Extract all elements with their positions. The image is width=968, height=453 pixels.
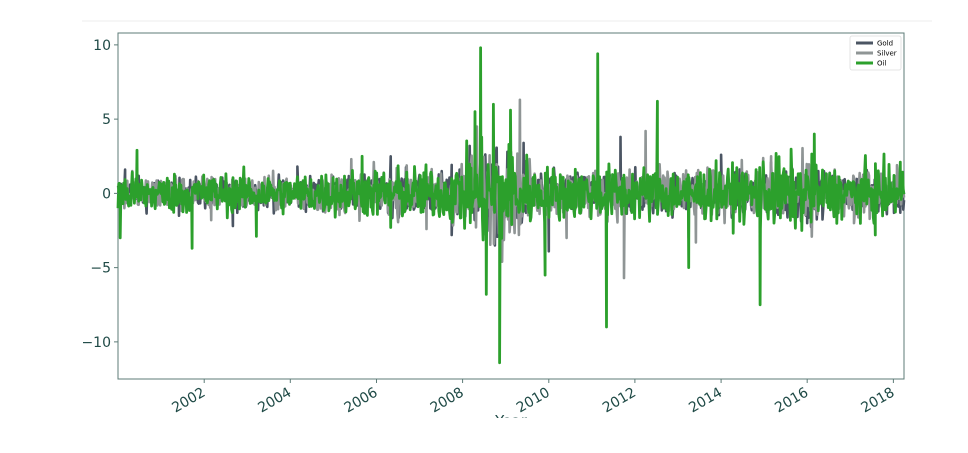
x-tick-label: 2018 bbox=[859, 385, 898, 417]
x-tick-label: 2012 bbox=[600, 385, 639, 417]
series-line-oil bbox=[116, 46, 906, 365]
y-tick-label: −5 bbox=[90, 261, 111, 277]
x-tick-label: 2014 bbox=[686, 385, 725, 417]
y-tick-label: 5 bbox=[102, 112, 111, 128]
y-axis: 10 5 0 −5 −10 bbox=[81, 38, 118, 351]
bottom-cover bbox=[0, 418, 968, 453]
x-tick-label: 2008 bbox=[428, 385, 467, 417]
x-axis: 2002 2004 2006 2008 2010 2012 2014 2016 2018 bbox=[169, 379, 897, 416]
y-tick-label: 0 bbox=[102, 186, 111, 202]
legend: Gold Silver Oil bbox=[849, 35, 902, 71]
series-layer bbox=[116, 46, 906, 365]
x-tick-label: 2016 bbox=[772, 385, 811, 417]
legend-label-gold: Gold bbox=[877, 40, 893, 48]
legend-label-silver: Silver bbox=[877, 50, 897, 58]
y-tick-label: −10 bbox=[81, 335, 111, 351]
legend-label-oil: Oil bbox=[877, 60, 886, 68]
x-tick-label: 2006 bbox=[342, 385, 381, 417]
x-tick-label: 2002 bbox=[169, 385, 208, 417]
x-tick-label: 2004 bbox=[255, 385, 294, 417]
y-tick-label: 10 bbox=[93, 38, 111, 54]
